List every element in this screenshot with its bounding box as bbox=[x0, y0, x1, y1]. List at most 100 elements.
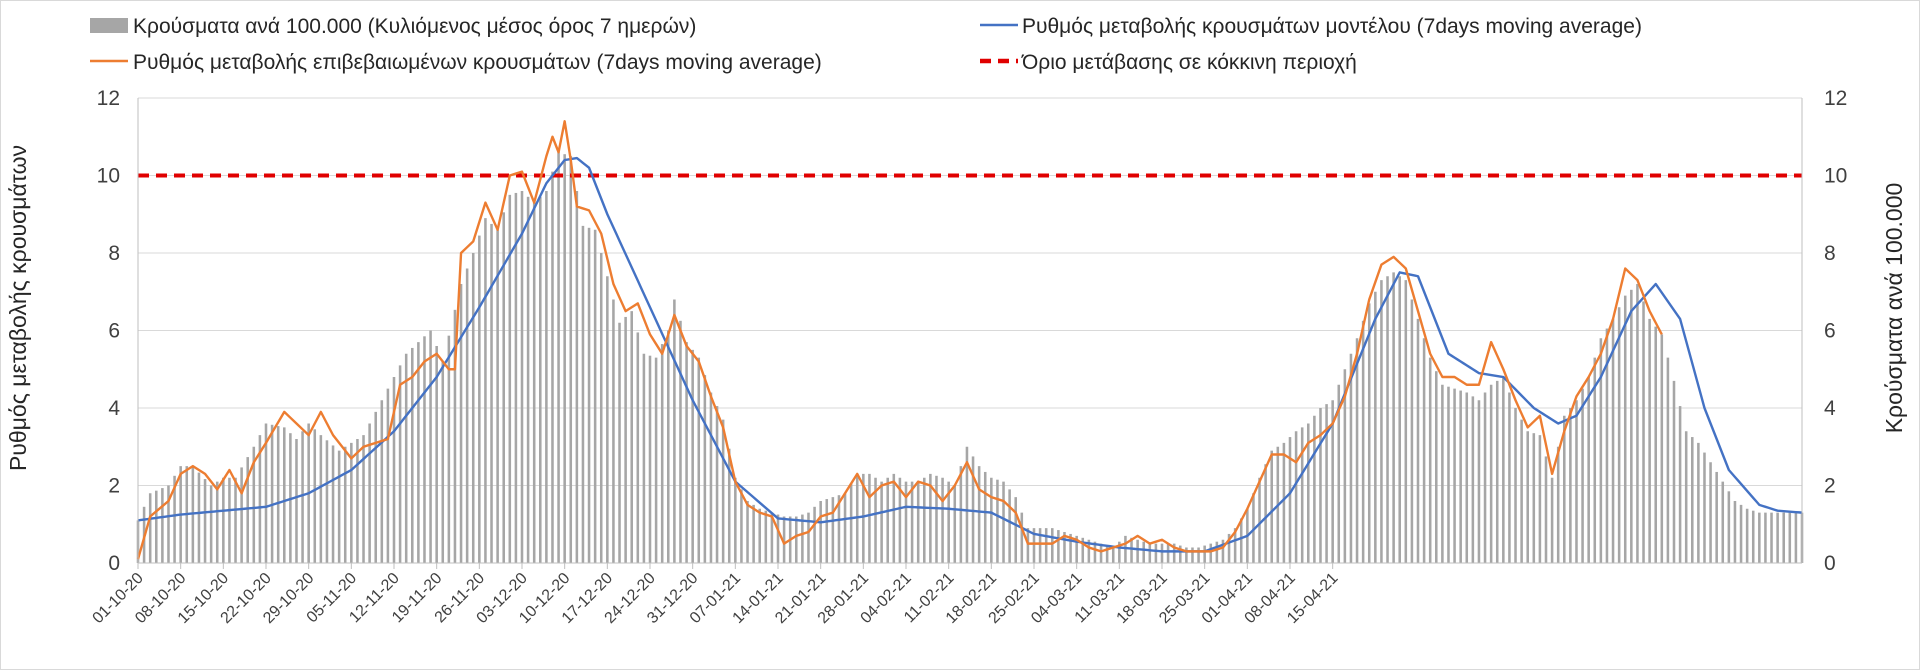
bar bbox=[1069, 533, 1072, 563]
bar bbox=[1002, 481, 1005, 563]
bar bbox=[215, 481, 219, 563]
bar bbox=[764, 510, 768, 563]
bar bbox=[1776, 512, 1779, 563]
bar bbox=[1770, 512, 1773, 563]
bar bbox=[1063, 532, 1066, 563]
bar bbox=[776, 514, 780, 563]
bar bbox=[1288, 437, 1292, 563]
bar bbox=[1087, 539, 1091, 563]
bar bbox=[575, 191, 579, 563]
bar bbox=[892, 473, 896, 563]
bar bbox=[929, 473, 932, 563]
bar bbox=[1313, 415, 1316, 563]
bar bbox=[843, 493, 847, 563]
bar bbox=[1300, 427, 1304, 563]
bar bbox=[1270, 450, 1273, 563]
bar bbox=[1654, 326, 1657, 563]
bar bbox=[1544, 456, 1548, 563]
bar bbox=[1154, 543, 1158, 563]
bar bbox=[1038, 528, 1042, 563]
bar bbox=[417, 342, 420, 563]
bar bbox=[1051, 528, 1054, 563]
bar bbox=[313, 429, 317, 563]
bar bbox=[441, 361, 445, 563]
bar bbox=[563, 154, 566, 563]
bar bbox=[1459, 390, 1462, 563]
legend-label-bars: Κρούσματα ανά 100.000 (Κυλιόμενος μέσος … bbox=[133, 15, 696, 38]
bar bbox=[1441, 384, 1444, 563]
y-tick-left: 0 bbox=[108, 552, 120, 575]
bar bbox=[1593, 357, 1597, 563]
bar bbox=[569, 156, 573, 563]
bar bbox=[1386, 276, 1389, 563]
bar bbox=[782, 516, 786, 563]
bar bbox=[1605, 328, 1609, 563]
bar bbox=[1435, 371, 1438, 563]
bar bbox=[1794, 512, 1798, 563]
bar bbox=[1745, 508, 1749, 563]
bar bbox=[1282, 442, 1286, 563]
bar bbox=[630, 311, 633, 563]
bar bbox=[1623, 295, 1627, 563]
bar bbox=[1209, 543, 1213, 563]
bar bbox=[222, 477, 225, 563]
bar bbox=[1508, 392, 1511, 563]
bar bbox=[1130, 537, 1133, 563]
model-line bbox=[137, 156, 1803, 553]
bar bbox=[459, 284, 463, 563]
bar bbox=[1703, 452, 1706, 563]
bar bbox=[301, 431, 304, 563]
bar bbox=[831, 497, 835, 563]
bar bbox=[1587, 377, 1590, 563]
bar bbox=[727, 448, 731, 563]
bar bbox=[1099, 543, 1103, 563]
bar bbox=[1111, 547, 1115, 563]
bar bbox=[1465, 392, 1469, 563]
bar bbox=[606, 276, 609, 563]
bar bbox=[234, 477, 237, 563]
bar bbox=[1191, 547, 1194, 563]
bar bbox=[1526, 431, 1529, 563]
bar bbox=[1483, 392, 1487, 563]
bar bbox=[1203, 545, 1206, 563]
confirmed-line bbox=[136, 120, 1663, 560]
bar bbox=[380, 400, 384, 563]
legend-label-confirmed: Ρυθμός μεταβολής επιβεβαιωμένων κρουσμάτ… bbox=[133, 51, 822, 74]
bar bbox=[295, 439, 298, 563]
bar bbox=[1569, 408, 1572, 563]
bar bbox=[551, 171, 554, 563]
bar bbox=[270, 424, 274, 563]
bar bbox=[996, 479, 999, 563]
y-tick-right: 10 bbox=[1824, 165, 1847, 188]
bar bbox=[1648, 318, 1651, 563]
bar bbox=[746, 501, 749, 563]
bar bbox=[1684, 431, 1688, 563]
bar bbox=[1495, 380, 1499, 563]
bar bbox=[983, 471, 987, 563]
bar bbox=[1380, 280, 1383, 563]
bar bbox=[258, 435, 262, 563]
bar bbox=[283, 427, 286, 563]
y-tick-right: 4 bbox=[1824, 397, 1836, 420]
bar bbox=[1471, 396, 1475, 563]
bar bbox=[795, 516, 798, 563]
bar bbox=[1636, 284, 1639, 563]
bar bbox=[654, 357, 658, 563]
bar bbox=[1538, 435, 1542, 563]
bar bbox=[1642, 301, 1645, 563]
bar bbox=[758, 508, 761, 563]
bar bbox=[1447, 386, 1450, 563]
bar bbox=[447, 335, 451, 563]
bar bbox=[947, 481, 950, 563]
bar bbox=[539, 196, 542, 563]
y-tick-right: 8 bbox=[1824, 242, 1836, 265]
bar bbox=[770, 512, 774, 563]
bar bbox=[1142, 541, 1145, 563]
bar bbox=[1325, 404, 1328, 563]
bar bbox=[1453, 388, 1456, 563]
bar bbox=[240, 467, 243, 563]
bar bbox=[648, 355, 652, 563]
bar bbox=[1355, 338, 1359, 563]
bar bbox=[1721, 481, 1725, 563]
